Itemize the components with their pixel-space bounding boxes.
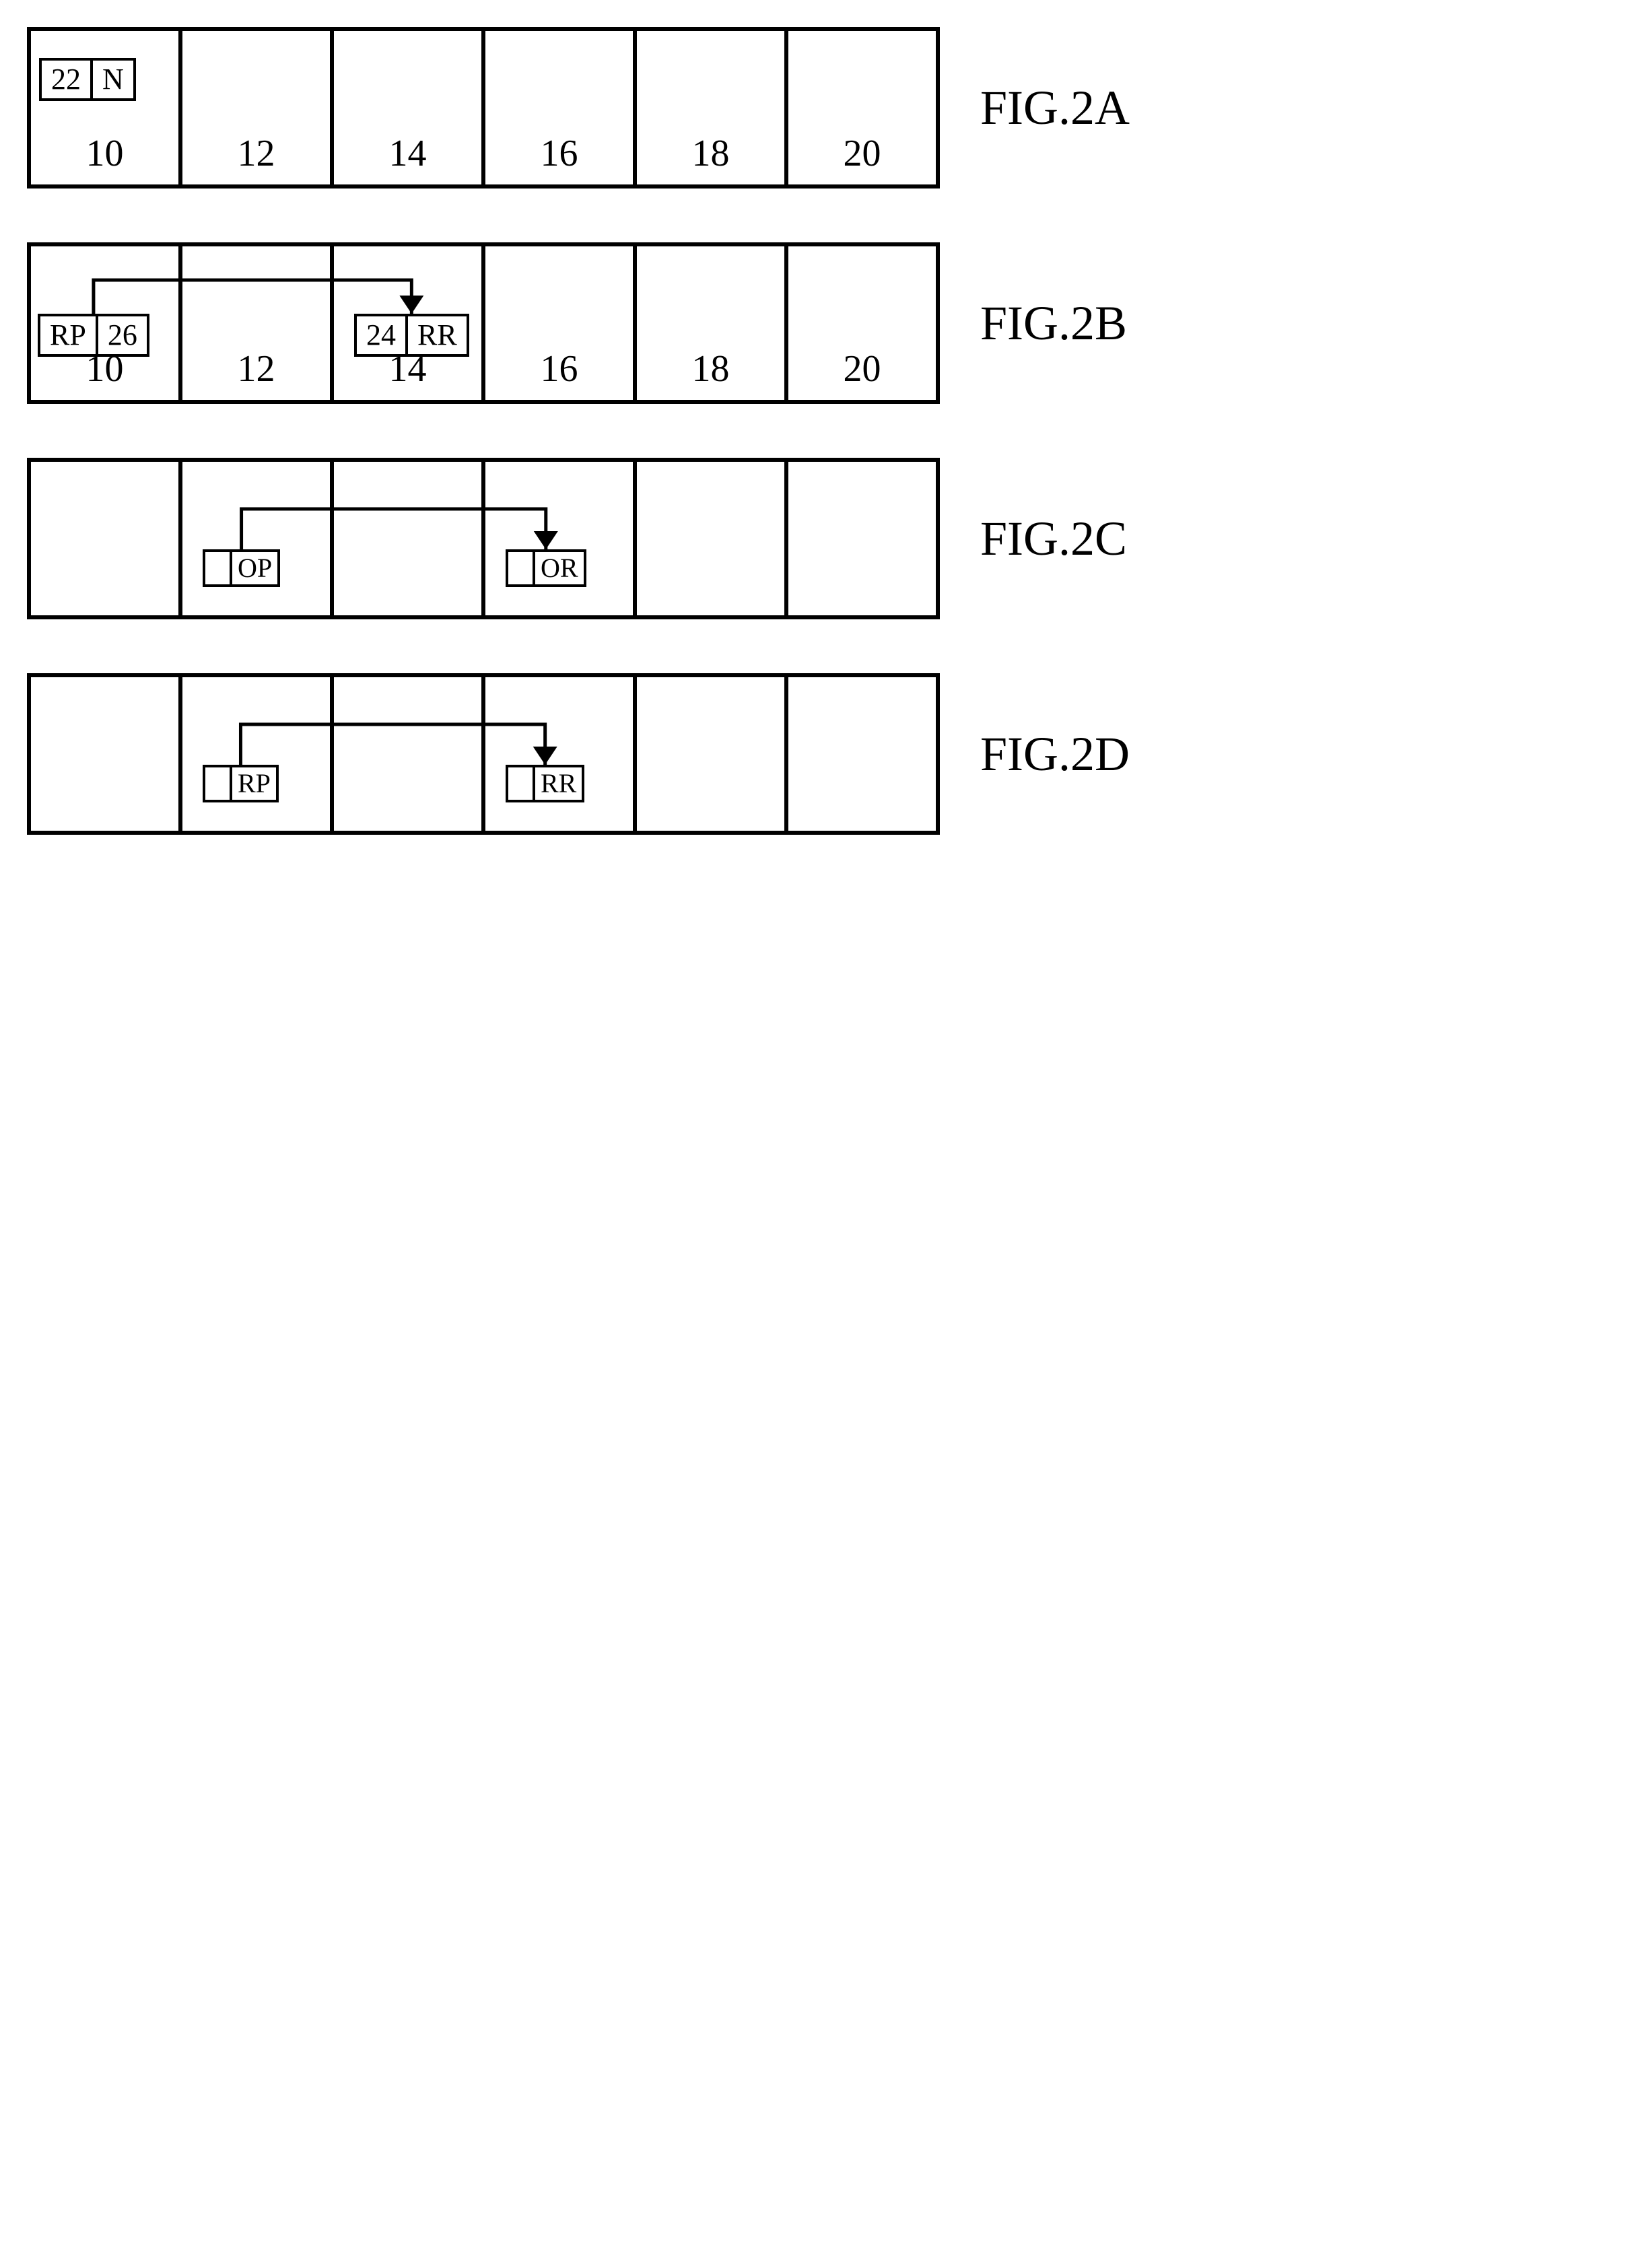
pair-left: [205, 767, 230, 800]
pair-left: [508, 767, 533, 800]
figure-set: 10121416182022NFIG.2A101214161820RP2624R…: [27, 27, 1239, 835]
cell-number: 20: [844, 135, 881, 172]
cell-number: 16: [541, 350, 578, 388]
cell: 20: [788, 31, 940, 184]
cell-strip: 101214161820RP2624RR: [27, 242, 940, 404]
pair-right: RR: [405, 316, 467, 354]
cell: 20: [788, 246, 940, 400]
cell: [334, 462, 485, 615]
cell: [485, 462, 637, 615]
cell: 18: [637, 246, 788, 400]
pair-box: 22N: [39, 58, 136, 101]
pair-left: 22: [42, 61, 90, 98]
figure-label: FIG.2B: [980, 296, 1127, 351]
cell: [788, 677, 940, 831]
cell-number: 14: [389, 135, 427, 172]
figure-row: OP OR FIG.2C: [27, 458, 1239, 619]
cell: [31, 677, 182, 831]
cell: 12: [182, 246, 334, 400]
pair-left: [205, 552, 230, 584]
figure-label: FIG.2C: [980, 511, 1127, 567]
figure-row: 10 12 14 16 18 20 22N FIG.2A: [27, 27, 1239, 188]
cell-number: 16: [541, 135, 578, 172]
pair-right: RP: [230, 767, 276, 800]
pair-box: RP26: [38, 314, 149, 357]
pair-right: 26: [96, 316, 147, 354]
pair-right: N: [90, 61, 133, 98]
cell: [637, 677, 788, 831]
cell-number: 12: [238, 135, 275, 172]
cell-number: 20: [844, 350, 881, 388]
pair-right: OR: [533, 552, 584, 584]
cell-number: 12: [238, 350, 275, 388]
figure-row: 101214161820RP2624RRFIG.2B: [27, 242, 1239, 404]
cell-number: 18: [692, 135, 730, 172]
figure-label: FIG.2D: [980, 726, 1130, 782]
pair-box: 24RR: [354, 314, 469, 357]
cell: [637, 462, 788, 615]
pair-left: 24: [357, 316, 405, 354]
cell-strip: RP RR: [27, 673, 940, 835]
cell: [788, 462, 940, 615]
cell: [182, 677, 334, 831]
cell-strip: 10 12 14 16 18 20 22N: [27, 27, 940, 188]
figure-label: FIG.2A: [980, 80, 1130, 136]
cell: [182, 462, 334, 615]
figure-row: RP RR FIG.2D: [27, 673, 1239, 835]
pair-box: RR: [506, 765, 584, 802]
cell: 12: [182, 31, 334, 184]
pair-right: RR: [533, 767, 582, 800]
pair-left: RP: [40, 316, 96, 354]
pair-box: OP: [203, 549, 280, 587]
cell: 10: [31, 31, 182, 184]
pair-box: OR: [506, 549, 586, 587]
cell-strip: OP OR: [27, 458, 940, 619]
pair-right: OP: [230, 552, 277, 584]
cell: 14: [334, 31, 485, 184]
cell-number: 18: [692, 350, 730, 388]
cell: [485, 677, 637, 831]
cell: 16: [485, 31, 637, 184]
cell: [334, 677, 485, 831]
cell: 18: [637, 31, 788, 184]
cell: 16: [485, 246, 637, 400]
cell-number: 10: [86, 135, 124, 172]
pair-left: [508, 552, 533, 584]
pair-box: RP: [203, 765, 279, 802]
cell: [31, 462, 182, 615]
